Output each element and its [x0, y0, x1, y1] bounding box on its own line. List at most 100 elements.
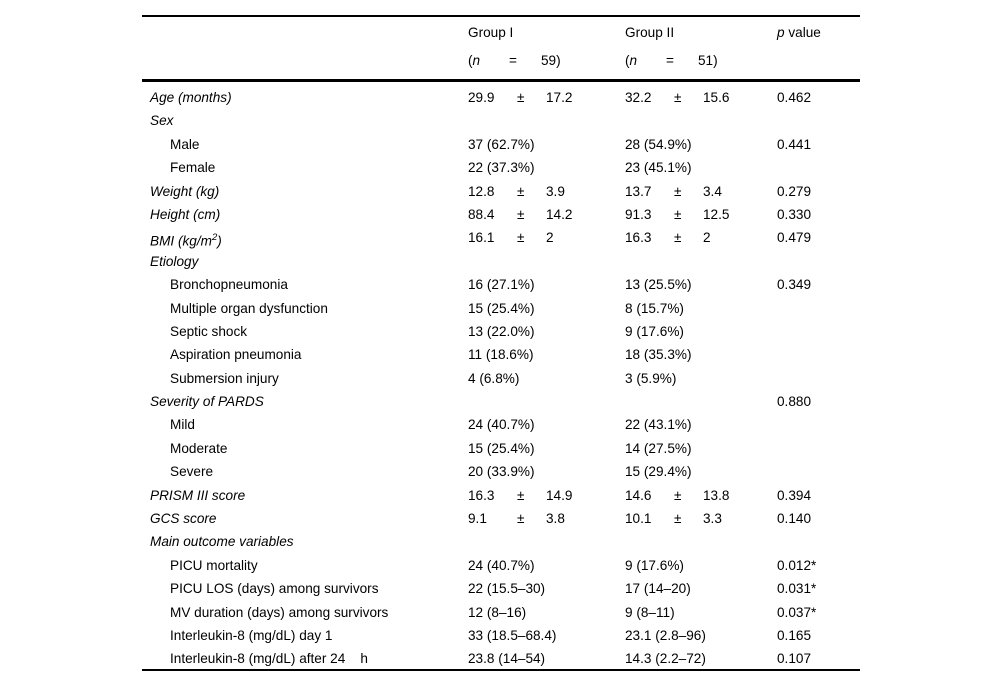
- group1-cell: 88.4 ±14.2: [468, 206, 573, 222]
- row-label: Septic shock: [170, 323, 248, 339]
- table-row: Aspiration pneumonia 11 (18.6%) 18 (35.3…: [142, 343, 860, 366]
- table-row: Septic shock 13 (22.0%) 9 (17.6%): [142, 320, 860, 343]
- p-value-cell: 0.479: [777, 230, 812, 246]
- group1-cell: 13 (22.0%): [468, 323, 535, 339]
- group1-cell: 22 (15.5–30): [468, 581, 546, 597]
- group1-cell: 29.9 ±17.2: [468, 90, 573, 105]
- group2-cell: 14.6 ±13.8: [625, 487, 730, 503]
- group1-cell: 16.1 ±2: [468, 230, 554, 246]
- group2-cell: 23.1 (2.8–96): [625, 627, 706, 643]
- table-row: Female 22 (37.3%) 23 (45.1%): [142, 156, 860, 179]
- p-value-cell: 0.330: [777, 206, 812, 222]
- row-label: Severity of PARDS: [150, 394, 264, 410]
- group1-cell: 24 (40.7%): [468, 417, 535, 433]
- group2-cell: 28 (54.9%): [625, 136, 692, 152]
- row-label: Sex: [150, 113, 174, 129]
- table-row: Sex: [142, 109, 860, 132]
- p-value-cell: 0.107: [777, 651, 812, 667]
- row-label: Male: [170, 136, 200, 152]
- group2-cell: 9 (8–11): [625, 604, 675, 620]
- table-row: PICU mortality 24 (40.7%) 9 (17.6%) 0.01…: [142, 554, 860, 577]
- table-row: Interleukin-8 (mg/dL) day 1 33 (18.5–68.…: [142, 624, 860, 647]
- p-value-cell: 0.031*: [777, 581, 817, 597]
- table-row: BMI (kg/m2) 16.1 ±2 16.3 ±2 0.479: [142, 226, 860, 249]
- row-label: Submersion injury: [170, 370, 279, 386]
- group1-cell: 22 (37.3%): [468, 160, 535, 176]
- comparison-table: Group I (n = 59) Group II (n = 51) p value A…: [142, 15, 860, 671]
- row-label: Severe: [170, 464, 214, 480]
- group2-cell: 15 (29.4%): [625, 464, 692, 480]
- row-label: Etiology: [150, 253, 199, 269]
- row-label: Main outcome variables: [150, 534, 294, 550]
- group1-cell: 24 (40.7%): [468, 557, 535, 573]
- group2-cell: 23 (45.1%): [625, 160, 692, 176]
- group1-cell: 9.1 ±3.8: [468, 511, 565, 527]
- p-value-cell: 0.349: [777, 277, 812, 293]
- p-value-cell: 0.037*: [777, 604, 817, 620]
- table-row: Severe 20 (33.9%) 15 (29.4%): [142, 460, 860, 483]
- row-label: MV duration (days) among survivors: [170, 604, 389, 620]
- row-label: Mild: [170, 417, 195, 433]
- group1-header: Group I (n = 59): [468, 19, 561, 75]
- group1-cell: 16.3 ±14.9: [468, 487, 573, 503]
- group2-cell: 14 (27.5%): [625, 440, 692, 456]
- group1-title: Group I: [468, 25, 514, 40]
- table-rows: Age (months) 29.9 ±17.2 32.2 ±15.6 0.462 S…: [142, 82, 860, 671]
- group1-cell: 23.8 (14–54): [468, 651, 546, 667]
- p-value-cell: 0.462: [777, 90, 812, 105]
- group1-cell: 11 (18.6%): [468, 347, 534, 363]
- row-label: Aspiration pneumonia: [170, 347, 302, 363]
- table-row: Etiology: [142, 250, 860, 273]
- table-row: Multiple organ dysfunction 15 (25.4%) 8 …: [142, 297, 860, 320]
- p-value-cell: 0.279: [777, 183, 812, 199]
- row-label: PRISM III score: [150, 487, 246, 503]
- row-label: Female: [170, 160, 216, 176]
- group2-cell: 13.7 ±3.4: [625, 183, 722, 199]
- group1-cell: 20 (33.9%): [468, 464, 535, 480]
- group2-cell: 14.3 (2.2–72): [625, 651, 706, 667]
- row-label: Moderate: [170, 440, 228, 456]
- row-label: Interleukin-8 (mg/dL) day 1: [170, 627, 333, 643]
- p-value-cell: 0.165: [777, 627, 812, 643]
- group1-cell: 12.8 ±3.9: [468, 183, 565, 199]
- group2-cell: 32.2 ±15.6: [625, 90, 730, 105]
- table-row: Height (cm) 88.4 ±14.2 91.3 ±12.5 0.330: [142, 203, 860, 226]
- group2-cell: 3 (5.9%): [625, 370, 677, 386]
- group1-n: (n = 59): [468, 53, 561, 68]
- group1-cell: 4 (6.8%): [468, 370, 520, 386]
- table-row: Weight (kg) 12.8 ±3.9 13.7 ±3.4 0.279: [142, 180, 860, 203]
- group2-cell: 22 (43.1%): [625, 417, 692, 433]
- row-label: Multiple organ dysfunction: [170, 300, 328, 316]
- group1-cell: 37 (62.7%): [468, 136, 535, 152]
- p-value-cell: 0.880: [777, 394, 812, 410]
- group2-header: Group II (n = 51): [625, 19, 718, 75]
- table-row: PRISM III score 16.3 ±14.9 14.6 ±13.8 0.39…: [142, 484, 860, 507]
- table-row: Main outcome variables: [142, 530, 860, 553]
- table-row: Mild 24 (40.7%) 22 (43.1%): [142, 413, 860, 436]
- table-row: Bronchopneumonia 16 (27.1%) 13 (25.5%) 0…: [142, 273, 860, 296]
- table-row: Male 37 (62.7%) 28 (54.9%) 0.441: [142, 133, 860, 156]
- p-value-cell: 0.012*: [777, 557, 817, 573]
- row-label: Interleukin-8 (mg/dL) after 24 h: [170, 651, 368, 667]
- group2-n: (n = 51): [625, 53, 718, 68]
- row-label: Bronchopneumonia: [170, 277, 288, 293]
- row-label: Age (months): [150, 90, 232, 105]
- table-row: Submersion injury 4 (6.8%) 3 (5.9%): [142, 367, 860, 390]
- group2-cell: 8 (15.7%): [625, 300, 684, 316]
- group2-cell: 16.3 ±2: [625, 230, 711, 246]
- group2-cell: 10.1 ±3.3: [625, 511, 722, 527]
- row-label: GCS score: [150, 511, 217, 527]
- group2-title: Group II: [625, 25, 675, 40]
- table-row: Moderate 15 (25.4%) 14 (27.5%): [142, 437, 860, 460]
- group2-cell: 18 (35.3%): [625, 347, 692, 363]
- row-label: Height (cm): [150, 206, 221, 222]
- table-row: GCS score 9.1 ±3.8 10.1 ±3.3 0.140: [142, 507, 860, 530]
- row-label: Weight (kg): [150, 183, 220, 199]
- group1-cell: 33 (18.5–68.4): [468, 627, 557, 643]
- group2-cell: 13 (25.5%): [625, 277, 692, 293]
- group2-cell: 91.3 ±12.5: [625, 206, 730, 222]
- group1-cell: 16 (27.1%): [468, 277, 535, 293]
- table-row: PICU LOS (days) among survivors 22 (15.5…: [142, 577, 860, 600]
- p-value-header: p value: [777, 25, 821, 40]
